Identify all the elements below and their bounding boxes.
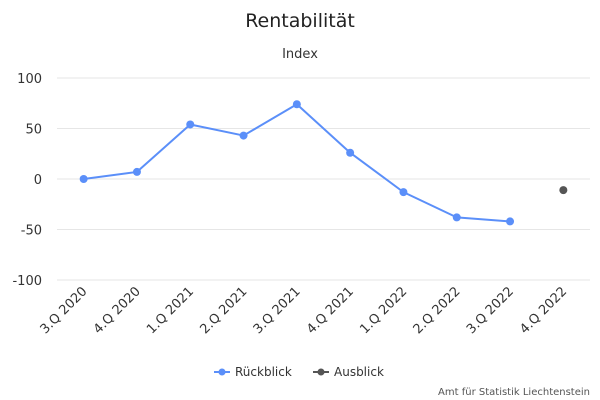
data-point[interactable] (506, 217, 515, 226)
series-layer (79, 100, 568, 226)
y-tick-label: -100 (12, 274, 42, 289)
y-tick-label: -50 (21, 224, 42, 239)
legend-item[interactable]: Ausblick (313, 365, 384, 379)
credit: Amt für Statistik Liechtenstein (438, 387, 590, 398)
data-point[interactable] (132, 167, 141, 176)
x-axis-ticks: 3.Q 2020 4.Q 2020 1.Q 2021 2.Q 2021 3.Q 2021… (38, 284, 571, 337)
data-point[interactable] (292, 100, 301, 109)
data-point[interactable] (186, 120, 195, 129)
data-point[interactable] (239, 131, 248, 140)
y-tick-label: 100 (17, 72, 42, 87)
series-2 (559, 186, 568, 195)
x-tick-label: 3.Q 2021 (251, 284, 304, 337)
chart-title: Rentabilität (245, 10, 355, 32)
data-point[interactable] (399, 188, 408, 197)
legend-item[interactable]: Rückblick (214, 365, 292, 379)
data-point[interactable] (559, 186, 568, 195)
data-point[interactable] (452, 213, 461, 222)
x-tick-label: 4.Q 2021 (304, 284, 357, 337)
data-point[interactable] (79, 175, 88, 183)
legend-label: Ausblick (334, 365, 384, 379)
x-tick-label: 1.Q 2022 (357, 284, 410, 337)
series-line (83, 103, 511, 223)
x-tick-label: 1.Q 2021 (144, 284, 197, 337)
series-1 (79, 100, 515, 226)
legend-marker (218, 368, 226, 376)
legend-label: Rückblick (235, 365, 292, 379)
y-tick-label: 0 (34, 173, 42, 188)
x-tick-label: 2.Q 2022 (411, 284, 464, 337)
grid (57, 77, 590, 281)
y-tick-label: 50 (25, 123, 42, 138)
data-point[interactable] (346, 148, 355, 157)
legend[interactable]: Rückblick Ausblick (214, 365, 384, 379)
x-tick-label: 3.Q 2020 (38, 284, 91, 337)
x-tick-label: 4.Q 2022 (517, 284, 570, 337)
y-axis-label: Index (282, 47, 318, 62)
x-tick-label: 4.Q 2020 (91, 284, 144, 337)
x-tick-label: 3.Q 2022 (464, 284, 517, 337)
y-axis-ticks: -100 -50 0 50 100 (12, 72, 42, 289)
legend-marker (317, 368, 325, 376)
x-tick-label: 2.Q 2021 (197, 284, 250, 337)
